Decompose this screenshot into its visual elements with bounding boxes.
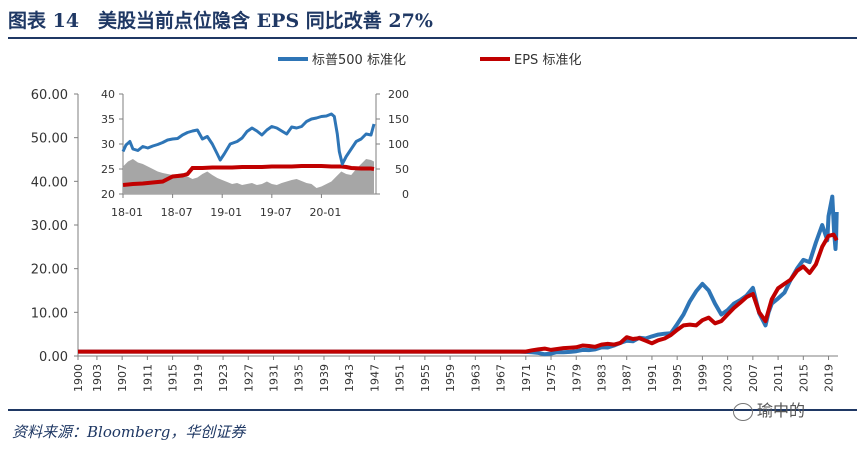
inset-eps-line	[122, 164, 375, 187]
inset-ytick-right-label: 200	[388, 88, 409, 101]
main-sp500-line	[78, 194, 839, 357]
inset-ytick-left-label: 30	[101, 138, 115, 151]
main-ytick-label: 0.00	[39, 350, 68, 365]
main-xtick-label: 1999	[696, 364, 709, 392]
inset-ytick-right-label: 100	[388, 138, 409, 151]
main-ytick-label: 50.00	[31, 132, 68, 147]
main-xtick-label: 2007	[747, 364, 760, 392]
main-eps-line	[78, 232, 839, 354]
main-xtick-label: 1979	[570, 364, 583, 392]
main-xtick-label: 1907	[116, 364, 129, 392]
main-xtick-label: 1923	[217, 364, 230, 392]
watermark-text: 瑜中的	[757, 401, 806, 420]
main-xtick-label: 1947	[368, 364, 381, 392]
inset-xtick-label: 20-01	[309, 206, 341, 219]
title-rule	[8, 37, 857, 39]
inset-ytick-right-label: 150	[388, 113, 409, 126]
main-xtick-label: 1963	[469, 364, 482, 392]
main-xtick-label: 1955	[419, 364, 432, 392]
main-xtick-label: 1995	[671, 364, 684, 392]
main-ytick-label: 40.00	[31, 175, 68, 190]
main-xtick-label: 1959	[444, 364, 457, 392]
main-xtick-label: 1919	[192, 364, 205, 392]
inset-ytick-left-label: 40	[101, 88, 115, 101]
main-xtick-label: 2003	[722, 364, 735, 392]
main-ytick-label: 30.00	[31, 219, 68, 234]
main-xtick-label: 1915	[167, 364, 180, 392]
inset-xtick-label: 19-01	[210, 206, 242, 219]
inset-area-series	[123, 159, 374, 194]
main-ytick-label: 10.00	[31, 306, 68, 321]
inset-xtick-label: 18-01	[111, 206, 143, 219]
main-ytick-label: 60.00	[31, 88, 68, 103]
main-xtick-label: 1939	[318, 364, 331, 392]
main-ytick-label: 20.00	[31, 263, 68, 278]
main-xtick-label: 1931	[268, 364, 281, 392]
inset-xtick-label: 19-07	[260, 206, 292, 219]
legend: 标普500 标准化 EPS 标准化	[278, 53, 581, 68]
source-note: 资料来源：Bloomberg，华创证券	[12, 423, 246, 441]
inset-ytick-left-label: 35	[101, 113, 115, 126]
legend-label-eps: EPS 标准化	[514, 53, 581, 68]
main-xtick-label: 1943	[343, 364, 356, 392]
main-xtick-label: 2011	[772, 364, 785, 392]
inset-ytick-left-label: 20	[101, 188, 115, 201]
inset-background	[84, 88, 412, 228]
inset-xtick-label: 18-07	[161, 206, 193, 219]
inset-ytick-left-label: 25	[101, 163, 115, 176]
wechat-icon	[733, 402, 753, 421]
main-xtick-label: 1975	[545, 364, 558, 392]
watermark: 瑜中的	[733, 397, 805, 421]
inset-ytick-right-label: 0	[402, 188, 409, 201]
main-xtick-label: 2019	[823, 364, 836, 392]
inset-sp500-line	[121, 112, 376, 166]
main-xtick-label: 1911	[141, 364, 154, 392]
main-xtick-label: 1991	[646, 364, 659, 392]
inset-ytick-right-label: 50	[395, 163, 409, 176]
chart-title: 图表 14 美股当前点位隐含 EPS 同比改善 27%	[8, 10, 433, 32]
main-xtick-label: 1927	[242, 364, 255, 392]
main-xtick-label: 1983	[595, 364, 608, 392]
main-xtick-label: 1903	[91, 364, 104, 392]
legend-label-sp500: 标普500 标准化	[312, 53, 406, 68]
main-xtick-label: 1951	[394, 364, 407, 392]
main-xtick-label: 1967	[495, 364, 508, 392]
main-xtick-label: 1971	[520, 364, 533, 392]
main-xtick-label: 1935	[293, 364, 306, 392]
main-xtick-label: 2015	[797, 364, 810, 392]
main-xtick-label: 1987	[621, 364, 634, 392]
main-xtick-label: 1900	[72, 364, 85, 392]
